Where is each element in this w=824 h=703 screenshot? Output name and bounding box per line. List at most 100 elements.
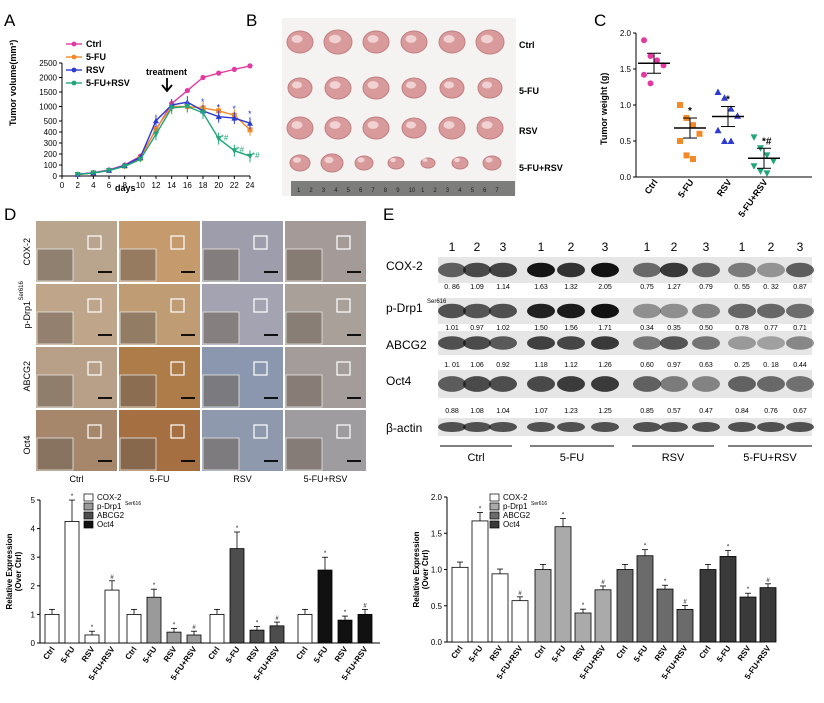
q-legend-swatch (489, 520, 500, 529)
wb-density-value: 1.26 (598, 362, 612, 369)
q-bar (229, 548, 245, 644)
q-bar (594, 589, 612, 643)
tumor-highlight (481, 34, 493, 44)
c-point (714, 88, 722, 96)
wb-density-value: 0.92 (496, 362, 510, 369)
q-legend-label: p-Drp1 (503, 502, 528, 511)
q-bar (357, 614, 373, 644)
wb-density-value: 0.71 (793, 325, 807, 332)
wb-density-value: 0.47 (699, 408, 713, 415)
q-sig-mark: * (727, 544, 730, 550)
wb-band (591, 336, 619, 350)
a-xtick-label: 22 (230, 181, 239, 190)
wb-density-value: 1.06 (470, 362, 484, 369)
ruler-number: 8 (384, 188, 388, 194)
q-sig-mark: * (562, 513, 565, 519)
q-legend-swatch (83, 520, 94, 529)
ihc-inset (36, 374, 74, 408)
q-bar (676, 608, 694, 643)
wb-lane-number: 3 (797, 240, 804, 254)
tumor-highlight (329, 121, 341, 129)
tumor-highlight (291, 35, 303, 43)
a-sig-mark: *# (221, 134, 229, 143)
a-sig-mark: * (232, 104, 236, 114)
wb-band (786, 376, 814, 392)
ihc-inset (119, 374, 157, 408)
a-xtick-label: 0 (60, 181, 65, 190)
wb-density-value: 1.56 (564, 325, 578, 332)
q-legend-swatch (489, 493, 500, 502)
a-ytick-label: 1000 (39, 103, 57, 112)
c-xtick-label: 5-FU (676, 177, 696, 199)
q-legend-label: COX-2 (97, 493, 122, 502)
c-point (647, 53, 654, 60)
ihc-roi-box (336, 235, 351, 250)
c-point (714, 126, 722, 134)
q-sig-mark: * (344, 610, 347, 616)
q-xtick-label: Ctrl (294, 645, 309, 661)
a-point (90, 170, 97, 177)
wb-density-value: 0.85 (640, 408, 654, 415)
wb-band (692, 376, 720, 392)
q-xtick-label: RSV (736, 643, 753, 662)
a-xtick-label: 16 (183, 181, 192, 190)
wb-band (557, 336, 585, 350)
q-bar (574, 612, 592, 643)
ihc-roi-box (170, 298, 185, 313)
wb-band (633, 421, 661, 433)
q-xtick-label: RSV (80, 644, 97, 663)
ihc-roi-box (336, 298, 351, 313)
a-point (121, 163, 128, 170)
wb-band (786, 262, 814, 278)
tumor (401, 77, 427, 99)
a-series-line (77, 105, 251, 176)
wb-lane-number: 2 (568, 240, 575, 254)
q-bar (84, 634, 100, 644)
wb-density-value: 1.12 (564, 362, 578, 369)
a-legend-marker (71, 54, 77, 60)
ihc-inset (285, 311, 323, 345)
photo-row-label: 5-FU (519, 86, 539, 96)
wb-band (728, 262, 756, 278)
q-sig-mark: * (747, 587, 750, 593)
c-point (721, 137, 728, 144)
wb-lane-number: 3 (500, 240, 507, 254)
q-sig-mark: * (582, 603, 585, 609)
c-xtick-label: 5-FU+RSV (736, 177, 769, 219)
ihc-inset (119, 311, 157, 345)
ihc-inset (202, 248, 240, 282)
ihc-inset (36, 311, 74, 345)
q-sig-mark: * (664, 579, 667, 585)
a-sig-mark: * (201, 97, 205, 107)
q-sig-mark: # (192, 625, 196, 631)
wb-band (728, 421, 756, 433)
ruler-number: 7 (371, 188, 375, 194)
q-ylabel-2: (Over Ctrl) (14, 551, 23, 591)
wb-row-label: Oct4 (386, 374, 412, 388)
tumor-highlight (329, 81, 341, 89)
wb-density-value: 1.01 (445, 325, 459, 332)
western-blot: 1 2 3 1 2 3 1 2 3 1 2 3 COX-2 0. 86 1.09 1.14 1.63 1.32 2.… (386, 240, 814, 464)
c-point (677, 102, 683, 108)
wb-density-value: 0.60 (640, 362, 654, 369)
q-legend-label: COX-2 (503, 493, 528, 502)
tumor (439, 77, 465, 99)
q-sig-mark: * (153, 583, 156, 589)
wb-density-value: 1.63 (534, 284, 548, 291)
wb-row-label: COX-2 (386, 259, 423, 273)
q-bar (297, 614, 313, 644)
q-ytick-label: 2 (31, 582, 36, 591)
wb-density-value: 1.50 (534, 325, 548, 332)
ihc-inset (36, 437, 74, 471)
q-ytick-label: 1 (31, 610, 36, 619)
q-ytick-label: 1.0 (431, 566, 443, 575)
ruler-number: 2 (433, 188, 437, 194)
c-ylabel: Tumor weight (g) (599, 73, 609, 145)
wb-density-value: 0.50 (699, 325, 713, 332)
a-legend-marker (71, 80, 77, 86)
q-legend-swatch (83, 511, 94, 520)
wb-density-value: 0.35 (667, 325, 681, 332)
q-bar (269, 625, 285, 644)
q-bar (126, 614, 142, 644)
q-xtick-label: RSV (653, 643, 670, 662)
